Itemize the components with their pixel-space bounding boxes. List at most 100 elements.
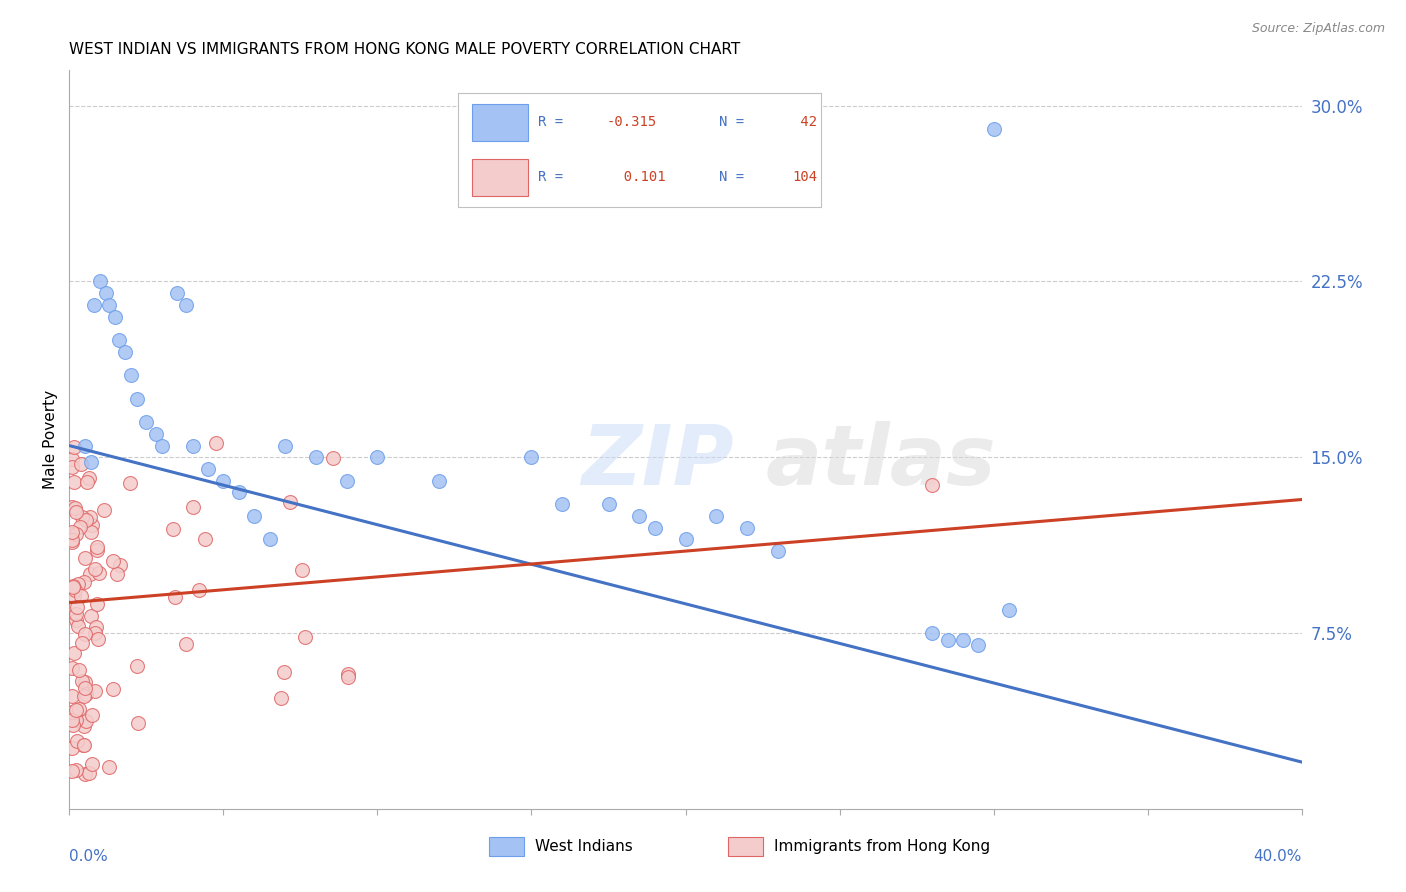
Point [366,450,388,465]
Point [66,619,89,633]
Point [197,462,219,476]
Point [73,681,96,695]
Point [60,526,83,541]
Point [176,298,198,312]
Point [427,474,450,488]
Point [76,475,98,490]
Point [65,505,87,519]
Point [80,455,103,469]
Point [998,603,1021,617]
Point [98,298,121,312]
Point [89,566,111,581]
Point [60,660,83,674]
Point [163,591,186,605]
Point [72,738,94,752]
Point [73,575,96,590]
Point [105,567,128,582]
Point [60,459,83,474]
Point [675,533,697,547]
Point [194,533,217,547]
Point [598,497,620,511]
Point [936,633,959,648]
Point [80,609,103,624]
Point [735,521,758,535]
Point [274,439,297,453]
Point [70,590,93,604]
Point [65,703,87,717]
Point [63,501,86,516]
Point [176,637,198,651]
Point [766,544,789,558]
Point [305,450,328,465]
Point [66,600,89,615]
Point [75,687,97,701]
Point [145,426,167,441]
Point [63,475,86,489]
Text: 0.0%: 0.0% [69,849,108,864]
Point [77,766,100,780]
Point [75,767,97,781]
Point [628,508,651,523]
Point [921,626,943,640]
Point [62,718,84,732]
Text: atlas: atlas [766,421,997,502]
Point [259,533,281,547]
Point [125,392,148,406]
Point [82,517,104,532]
Point [96,286,118,301]
Point [243,508,266,523]
Point [60,524,83,539]
Point [108,558,131,573]
Point [118,476,141,491]
Point [70,458,93,472]
Y-axis label: Male Poverty: Male Poverty [44,390,58,490]
Point [644,521,666,535]
Point [62,579,84,593]
Point [101,681,124,696]
Point [79,509,101,524]
Point [65,526,87,541]
Point [967,638,990,652]
Point [60,705,83,719]
Point [150,439,173,453]
Text: Immigrants from Hong Kong: Immigrants from Hong Kong [775,839,990,854]
Point [83,298,105,312]
Point [75,675,97,690]
Point [65,607,87,621]
Point [205,435,228,450]
Point [60,452,83,467]
Point [73,439,96,453]
Point [87,632,110,647]
Point [127,715,149,730]
Point [188,582,211,597]
Point [75,513,97,527]
Point [79,567,101,582]
Point [921,478,943,492]
Point [84,619,107,633]
Text: 40.0%: 40.0% [1254,849,1302,864]
Point [79,524,101,539]
Point [125,658,148,673]
Point [983,122,1005,136]
Point [291,563,314,577]
Point [67,577,90,591]
Point [60,500,83,514]
Point [181,439,204,453]
Point [82,707,104,722]
Point [67,702,90,716]
Point [84,684,107,698]
Point [63,709,86,723]
Point [551,497,574,511]
Point [952,633,974,648]
Point [62,580,84,594]
Point [60,764,83,778]
Text: Source: ZipAtlas.com: Source: ZipAtlas.com [1251,22,1385,36]
Point [60,535,83,549]
Point [60,741,83,756]
Point [77,471,100,485]
Point [84,562,107,576]
Point [69,519,91,533]
Point [93,502,115,516]
Point [101,554,124,568]
Point [73,719,96,733]
